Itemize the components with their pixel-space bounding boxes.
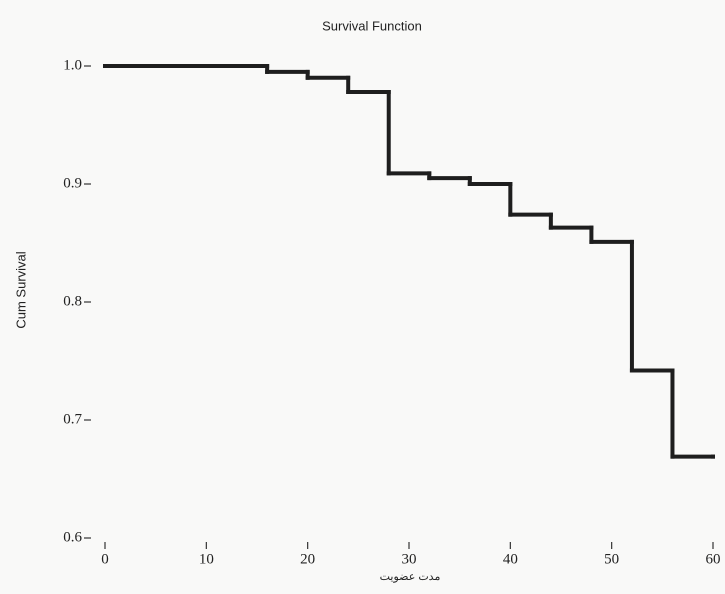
x-tick-label: 60 xyxy=(706,551,721,567)
x-tick-label: 0 xyxy=(101,551,109,567)
x-tick-label: 30 xyxy=(402,551,417,567)
x-tick-label: 40 xyxy=(503,551,518,567)
x-tick-label: 20 xyxy=(300,551,315,567)
y-axis-label: Cum Survival xyxy=(13,251,28,328)
y-tick-label: 1.0 xyxy=(63,57,82,73)
chart-title: Survival Function xyxy=(322,18,422,33)
y-tick-label: 0.7 xyxy=(63,411,82,427)
y-tick-label: 0.8 xyxy=(63,293,82,309)
y-tick-label: 0.6 xyxy=(63,529,82,545)
x-tick-label: 10 xyxy=(199,551,214,567)
x-axis-label: مدت عضویت xyxy=(380,571,441,583)
chart: Survival Function مدت عضویت Cum Survival… xyxy=(0,0,725,594)
y-tick-label: 0.9 xyxy=(63,175,82,191)
page: {"chart_data": {"type": "step", "title":… xyxy=(0,0,725,594)
x-tick-label: 50 xyxy=(604,551,619,567)
